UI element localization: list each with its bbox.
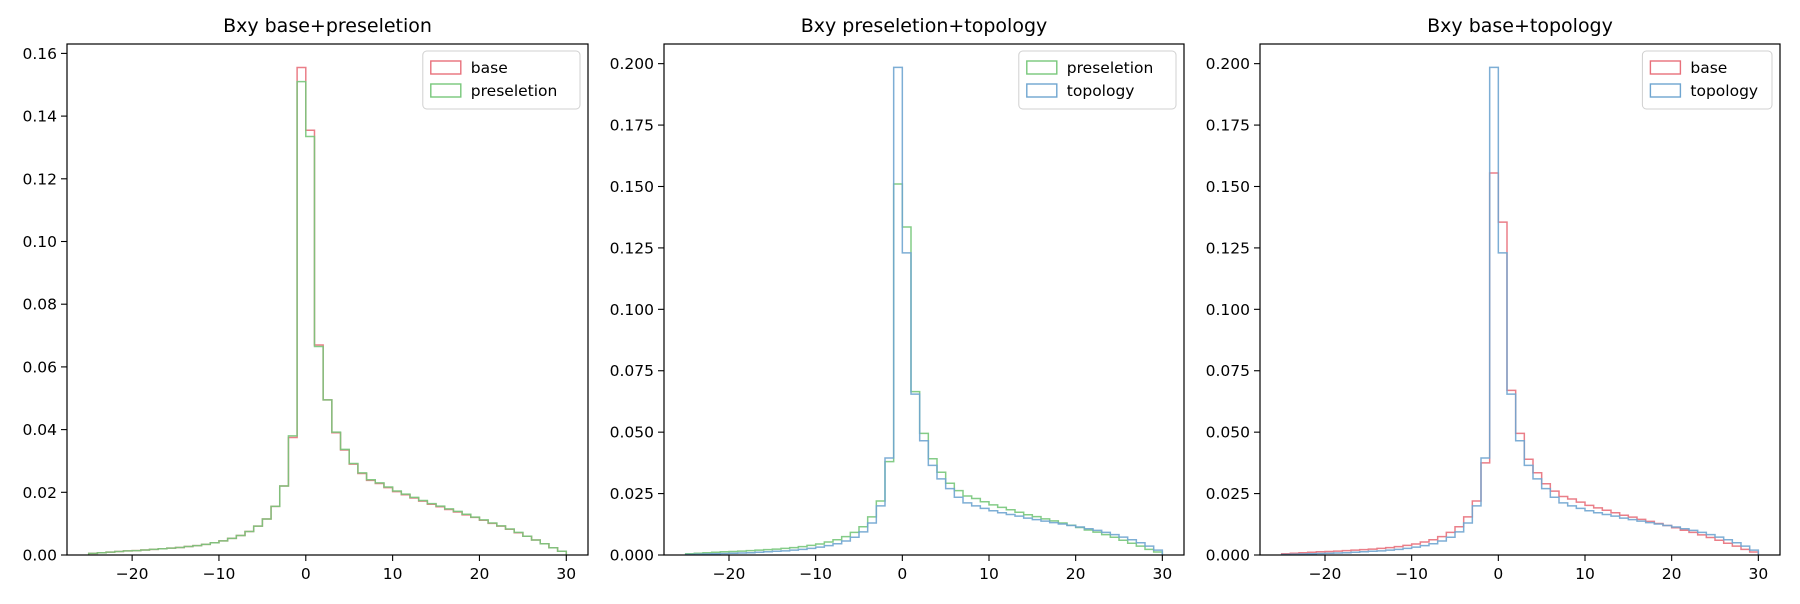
y-tick-label: 0.200 [610,55,654,73]
x-tick-label: 30 [556,565,576,583]
legend-label-topology: topology [1067,82,1135,100]
y-tick-label: 0.12 [22,170,57,188]
series-line-base [87,66,568,555]
legend-box [422,50,581,110]
legend-label-preseletion: preseletion [471,82,558,100]
legend-label-base: base [1690,59,1727,77]
legend: base topology [1641,50,1773,110]
x-tick-label: 10 [979,565,999,583]
series-line-topology [684,66,1164,556]
legend: preseletion topology [1018,50,1177,110]
x-tick-label: 20 [470,565,490,583]
y-tick-label: 0.04 [22,421,57,439]
legend-label-topology: topology [1690,82,1758,100]
legend-swatch-base [430,60,462,75]
chart-title: Bxy preseletion+topology [801,15,1048,37]
y-tick-label: 0.000 [1206,547,1250,565]
y-tick-label: 0.050 [1206,424,1250,442]
series-line-topology [1280,66,1760,556]
x-tick-label: 10 [1575,565,1595,583]
y-tick-label: 0.08 [22,296,57,314]
x-tick-label: −10 [1395,565,1428,583]
y-tick-label: 0.06 [22,358,57,376]
y-tick-label: 0.025 [1206,485,1250,503]
legend-swatch-topology [1026,83,1058,98]
subplot-base-topology: Bxy base+topology −20 −10 0 10 20 30 0.000 0.025… [1206,15,1781,583]
subplot-preseletion-topology: Bxy preseletion+topology −20 −10 0 10 20 30 0.0… [610,15,1185,583]
y-tick-label: 0.075 [610,362,654,380]
axes-frame [1259,43,1781,556]
y-tick-label: 0.00 [22,547,57,565]
x-tick-label: 20 [1662,565,1682,583]
legend-swatch-preseletion [1026,60,1058,75]
chart-title: Bxy base+preseletion [223,15,432,37]
y-tick-label: 0.125 [1206,239,1250,257]
series-line-base [1280,172,1760,555]
y-tick-label: 0.02 [22,484,57,502]
legend-swatch-base [1649,60,1682,75]
legend-box [1018,50,1177,110]
legend-swatch-topology [1649,83,1682,98]
y-tick-label: 0.100 [610,301,654,319]
y-tick-label: 0.175 [610,117,654,135]
x-tick-label: 0 [301,565,311,583]
y-tick-label: 0.150 [1206,178,1250,196]
series-line-preseletion [684,183,1164,555]
y-tick-label: 0.150 [610,178,654,196]
legend-box [1641,50,1773,110]
y-tick-label: 0.16 [22,45,57,63]
x-tick-label: 30 [1748,565,1768,583]
x-tick-label: −10 [203,565,236,583]
x-tick-label: 20 [1066,565,1086,583]
axes-frame [66,43,589,556]
chart-title: Bxy base+topology [1427,15,1613,37]
legend-label-preseletion: preseletion [1067,59,1154,77]
x-tick-label: −20 [116,565,149,583]
y-tick-label: 0.125 [610,239,654,257]
y-tick-label: 0.000 [610,547,654,565]
legend-label-base: base [471,59,508,77]
x-tick-label: 10 [383,565,403,583]
legend-swatch-preseletion [430,83,462,98]
series-line-preseletion [87,80,568,555]
axes-frame [663,43,1185,556]
legend: base preseletion [422,50,581,110]
subplot-base-preseletion: Bxy base+preseletion −20 −10 0 10 20 30 0.00 0.0… [22,15,589,583]
x-tick-label: −10 [799,565,832,583]
y-tick-label: 0.14 [22,108,57,126]
y-tick-label: 0.175 [1206,117,1250,135]
x-tick-label: 0 [897,565,907,583]
x-tick-label: 0 [1493,565,1503,583]
x-tick-label: 30 [1152,565,1172,583]
x-tick-label: −20 [1309,565,1342,583]
y-tick-label: 0.025 [610,485,654,503]
y-tick-label: 0.10 [22,233,57,251]
y-tick-label: 0.100 [1206,301,1250,319]
y-tick-label: 0.050 [610,424,654,442]
x-tick-label: −20 [713,565,746,583]
y-tick-label: 0.075 [1206,362,1250,380]
y-tick-label: 0.200 [1206,55,1250,73]
